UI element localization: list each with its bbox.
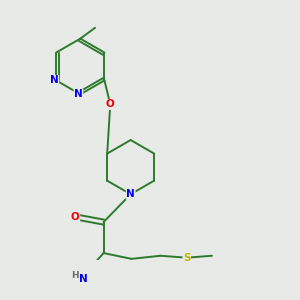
- Text: H: H: [71, 271, 79, 280]
- Text: O: O: [71, 212, 80, 222]
- Text: N: N: [50, 75, 58, 85]
- Text: S: S: [183, 253, 190, 263]
- Text: N: N: [80, 274, 88, 284]
- Text: N: N: [74, 89, 83, 99]
- Text: O: O: [106, 99, 115, 110]
- Text: N: N: [126, 189, 135, 199]
